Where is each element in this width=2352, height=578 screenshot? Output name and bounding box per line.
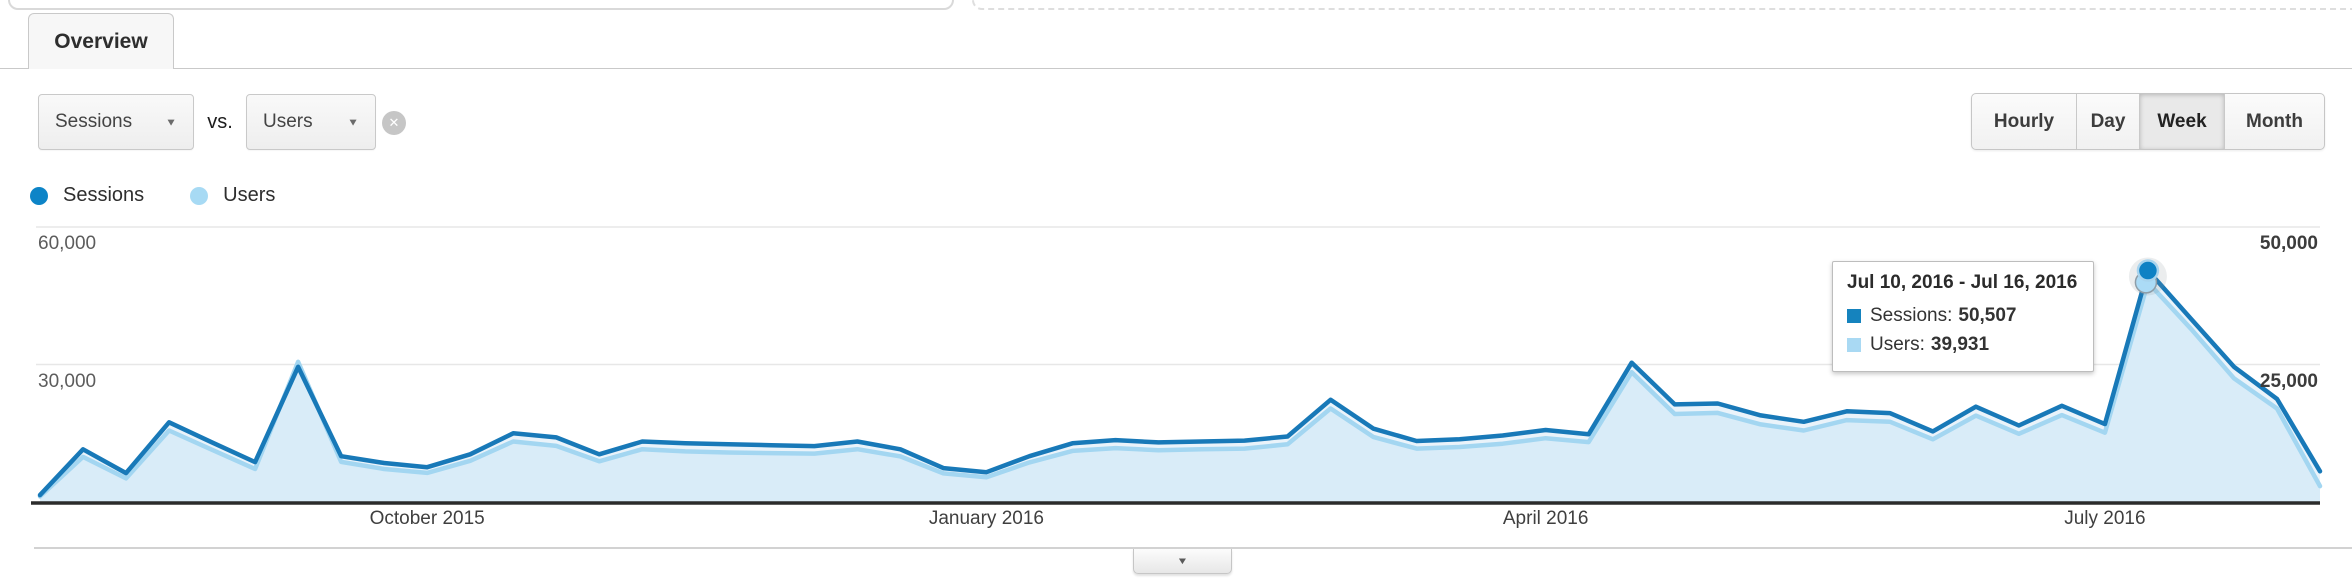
x-axis-label: April 2016 <box>1502 508 1589 529</box>
tooltip-sessions-label: Sessions: <box>1870 305 1953 326</box>
granularity-week-button[interactable]: Week <box>2139 94 2224 149</box>
x-axis-label: July 2016 <box>2064 508 2146 529</box>
chevron-down-icon: ▼ <box>165 116 177 128</box>
y-axis-right-label-25000: 25,000 <box>2259 371 2318 392</box>
sessions-marker <box>2136 259 2160 282</box>
x-axis-label: January 2016 <box>928 508 1044 529</box>
sessions-line <box>37 268 2323 498</box>
chevron-down-icon: ▼ <box>347 116 359 128</box>
granularity-month-button[interactable]: Month <box>2224 94 2324 149</box>
granularity-hourly-button[interactable]: Hourly <box>1993 110 2055 132</box>
tab-overview-label: Overview <box>54 29 148 53</box>
tooltip-users-value: 39,931 <box>1930 334 1990 355</box>
primary-metric-label: Sessions <box>55 111 133 132</box>
tooltip-row-users: Users: 39,931 <box>1847 330 2077 359</box>
y-axis-left-label-30000: 30,000 <box>38 371 97 392</box>
x-axis-label: October 2015 <box>369 508 485 529</box>
chart-legend: Sessions Users <box>30 184 321 207</box>
legend-dot-sessions <box>30 186 48 205</box>
legend-label-sessions: Sessions <box>63 184 145 206</box>
secondary-metric-label: Users <box>263 111 313 132</box>
sessions-swatch-icon <box>1847 308 1861 323</box>
users-area <box>40 282 2320 502</box>
chart-footer-divider <box>34 547 2352 549</box>
users-line <box>37 280 2323 499</box>
clear-comparison-button[interactable]: ✕ <box>382 111 406 135</box>
close-icon: ✕ <box>388 115 400 130</box>
primary-metric-dropdown[interactable]: Sessions ▼ <box>38 94 194 150</box>
tab-bar-divider <box>0 68 2352 69</box>
users-swatch-icon <box>1847 337 1861 352</box>
legend-item-sessions[interactable]: Sessions <box>30 184 144 207</box>
legend-label-users: Users <box>223 184 276 206</box>
tooltip-row-sessions: Sessions: 50,507 <box>1847 301 2077 330</box>
legend-dot-users <box>190 186 209 205</box>
y-axis-right-label-50000: 50,000 <box>2259 233 2318 254</box>
granularity-day-button[interactable]: Day <box>2076 94 2139 149</box>
granularity-toggle-group: Hourly Day Week Month <box>1971 93 2325 150</box>
collapse-chart-button[interactable]: ▼ <box>1133 549 1232 574</box>
chart-tooltip: Jul 10, 2016 - Jul 16, 2016 Sessions: 50… <box>1832 261 2095 372</box>
chevron-down-icon: ▼ <box>1176 555 1189 567</box>
tab-overview[interactable]: Overview <box>28 13 174 69</box>
tooltip-users-label: Users: <box>1870 334 1925 355</box>
tooltip-date-range: Jul 10, 2016 - Jul 16, 2016 <box>1847 272 2078 293</box>
tooltip-sessions-value: 50,507 <box>1958 305 2017 326</box>
add-segment-box-bottom-edge <box>972 0 2352 10</box>
secondary-metric-dropdown[interactable]: Users ▼ <box>246 94 376 150</box>
legend-item-users[interactable]: Users <box>190 184 275 207</box>
vs-label: vs. <box>207 111 233 133</box>
y-axis-left-label-60000: 60,000 <box>38 233 97 254</box>
